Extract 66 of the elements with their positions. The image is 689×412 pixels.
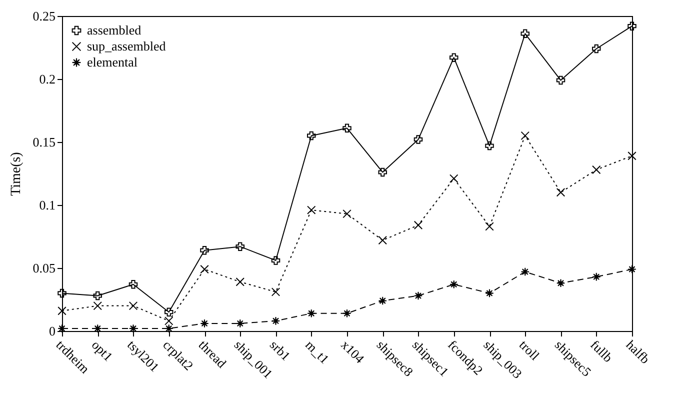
- legend-label: assembled: [87, 22, 142, 38]
- point: [592, 165, 601, 174]
- point: [164, 308, 174, 316]
- point: [414, 135, 423, 144]
- y-tick-label: 0.1: [39, 198, 56, 212]
- point: [378, 168, 387, 177]
- point: [200, 319, 209, 328]
- point: [164, 316, 174, 326]
- point: [520, 267, 530, 276]
- point: [485, 222, 494, 231]
- point: [450, 53, 458, 62]
- point: [307, 131, 316, 140]
- point: [592, 272, 601, 282]
- point: [164, 324, 174, 333]
- x-tick-label: x104: [338, 337, 368, 366]
- point: [450, 280, 458, 289]
- point: [93, 324, 102, 333]
- point: [556, 76, 566, 85]
- point: [128, 280, 138, 289]
- point: [556, 188, 566, 197]
- point: [93, 301, 102, 310]
- point: [271, 256, 280, 265]
- point: [628, 264, 636, 274]
- point: [128, 301, 138, 310]
- x-tick-label: srb1: [267, 337, 294, 364]
- point: [414, 220, 423, 230]
- point: [236, 242, 244, 251]
- point: [342, 308, 352, 318]
- y-tick-label: 0.2: [39, 72, 56, 86]
- point: [520, 131, 530, 140]
- point: [520, 29, 530, 38]
- point: [271, 316, 280, 326]
- point: [628, 22, 636, 30]
- legend-label: sup_assembled: [87, 38, 166, 54]
- point: [236, 277, 244, 286]
- point: [128, 324, 138, 333]
- point: [450, 174, 458, 183]
- point: [200, 246, 209, 255]
- point: [342, 124, 352, 133]
- point: [271, 288, 280, 296]
- point: [58, 306, 66, 316]
- x-tick-label: fullb: [588, 337, 616, 366]
- point: [58, 288, 66, 298]
- point: [592, 44, 601, 54]
- point: [628, 151, 636, 160]
- point: [378, 236, 387, 245]
- point: [485, 288, 494, 298]
- point: [556, 278, 566, 288]
- y-axis-title: Time(s): [8, 152, 24, 196]
- y-tick-label: 0.05: [32, 260, 56, 276]
- point: [236, 319, 244, 328]
- point: [58, 324, 66, 333]
- point: [485, 141, 494, 150]
- point: [378, 296, 387, 306]
- point: [307, 308, 316, 318]
- y-tick-label: 0.25: [32, 8, 56, 24]
- y-tick-label: 0: [49, 324, 56, 338]
- x-tick-label: troll: [516, 337, 543, 364]
- point: [342, 209, 352, 218]
- point: [200, 264, 209, 274]
- point: [414, 291, 423, 300]
- point: [307, 206, 316, 214]
- legend-label: elemental: [87, 54, 138, 70]
- x-tick-label: opt1: [88, 337, 116, 364]
- point: [93, 291, 102, 300]
- y-tick-label: 0.15: [32, 134, 56, 150]
